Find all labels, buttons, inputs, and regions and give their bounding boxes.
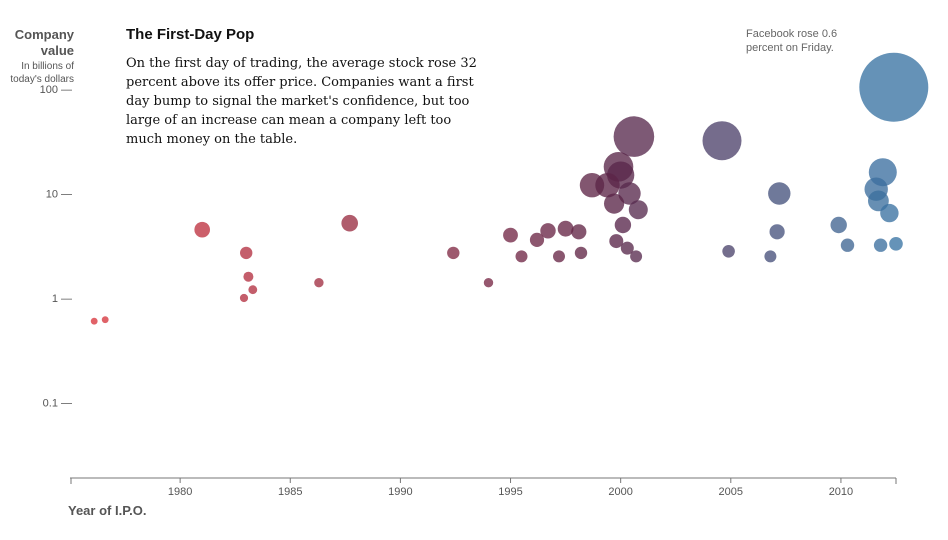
ipo-bubble <box>764 250 777 263</box>
ipo-bubble <box>194 221 210 238</box>
ipo-bubble <box>840 238 855 252</box>
ipo-bubble <box>889 237 903 251</box>
ipo-bubble <box>447 246 460 260</box>
ipo-bubble <box>503 227 518 243</box>
x-tick-label: 2000 <box>608 486 632 498</box>
ipo-bubble <box>702 121 742 161</box>
chart-title: The First-Day Pop <box>126 26 255 43</box>
y-tick-label: 1 — <box>52 293 72 305</box>
facebook-annotation: Facebook rose 0.6 percent on Friday. <box>746 28 838 54</box>
ipo-bubble <box>571 224 587 240</box>
y-tick-label: 10 — <box>46 189 72 201</box>
ipo-bubble <box>873 238 888 252</box>
y-axis-title: Company value <box>14 27 74 58</box>
ipo-bubble <box>90 317 98 325</box>
x-tick-label: 2005 <box>719 486 743 498</box>
ipo-bubble <box>768 182 791 205</box>
ipo-bubble <box>604 193 625 214</box>
ipo-bubble <box>618 182 641 205</box>
ipo-bubble <box>515 250 528 263</box>
ipo-bubble <box>248 285 258 295</box>
ipo-bubble <box>628 200 648 220</box>
x-tick-label: 2010 <box>829 486 853 498</box>
ipo-bubble <box>769 224 785 240</box>
ipo-bubble <box>557 220 574 237</box>
y-tick-label: 100 — <box>40 84 72 96</box>
x-tick-label: 1980 <box>168 486 192 498</box>
ipo-bubble <box>614 216 632 234</box>
y-axis-subtitle: In billions of today's dollars <box>10 61 74 85</box>
x-tick-label: 1995 <box>498 486 522 498</box>
ipo-bubble <box>101 316 109 324</box>
ipo-bubble <box>859 52 929 122</box>
ipo-bubble <box>314 278 324 288</box>
ipo-bubble <box>595 173 620 198</box>
ipo-bubble <box>239 293 249 303</box>
ipo-bubble <box>620 241 634 255</box>
ipo-bubble <box>341 214 359 232</box>
ipo-bubble <box>574 246 588 260</box>
ipo-bubble <box>609 234 624 249</box>
ipo-bubble <box>722 245 735 258</box>
ipo-bubble <box>830 216 847 234</box>
ipo-bubble <box>630 250 643 263</box>
x-axis-title: Year of I.P.O. <box>68 503 147 518</box>
ipo-bubble <box>529 232 545 247</box>
x-tick-label: 1990 <box>388 486 412 498</box>
ipo-bubble <box>553 250 565 263</box>
chart-subtitle: On the first day of trading, the average… <box>126 56 477 147</box>
x-tick-label: 1985 <box>278 486 302 498</box>
ipo-bubble <box>483 278 494 288</box>
ipo-bubble <box>613 116 655 157</box>
ipo-bubble <box>243 271 254 282</box>
ipo-bubble <box>880 203 899 223</box>
ipo-bubble <box>540 223 556 239</box>
ipo-bubble <box>240 246 253 260</box>
y-tick-label: 0.1 — <box>43 398 72 410</box>
